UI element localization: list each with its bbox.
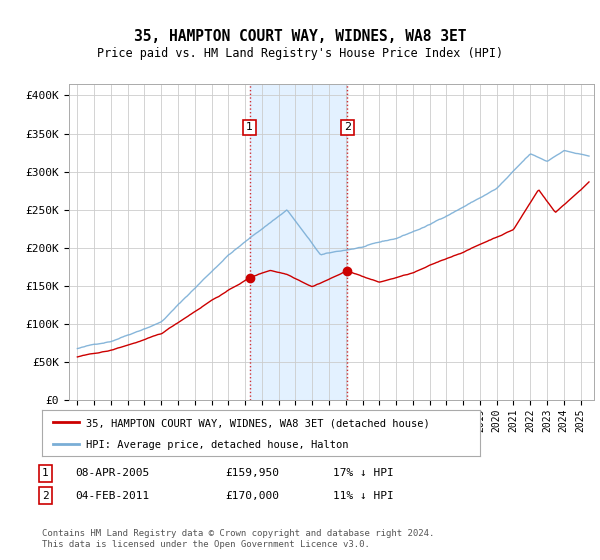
Text: 1: 1: [42, 468, 49, 478]
Text: Contains HM Land Registry data © Crown copyright and database right 2024.
This d: Contains HM Land Registry data © Crown c…: [42, 529, 434, 549]
Text: 08-APR-2005: 08-APR-2005: [75, 468, 149, 478]
Text: £170,000: £170,000: [225, 491, 279, 501]
Text: 04-FEB-2011: 04-FEB-2011: [75, 491, 149, 501]
Bar: [250, 84, 347, 400]
Text: HPI: Average price, detached house, Halton: HPI: Average price, detached house, Halt…: [86, 440, 348, 450]
Text: 2: 2: [344, 123, 351, 133]
Text: Price paid vs. HM Land Registry's House Price Index (HPI): Price paid vs. HM Land Registry's House …: [97, 46, 503, 60]
Text: 35, HAMPTON COURT WAY, WIDNES, WA8 3ET (detached house): 35, HAMPTON COURT WAY, WIDNES, WA8 3ET (…: [86, 418, 430, 428]
Text: 1: 1: [246, 123, 253, 133]
Text: £159,950: £159,950: [225, 468, 279, 478]
Text: 11% ↓ HPI: 11% ↓ HPI: [333, 491, 394, 501]
Text: 35, HAMPTON COURT WAY, WIDNES, WA8 3ET: 35, HAMPTON COURT WAY, WIDNES, WA8 3ET: [134, 29, 466, 44]
Text: 2: 2: [42, 491, 49, 501]
Text: 17% ↓ HPI: 17% ↓ HPI: [333, 468, 394, 478]
